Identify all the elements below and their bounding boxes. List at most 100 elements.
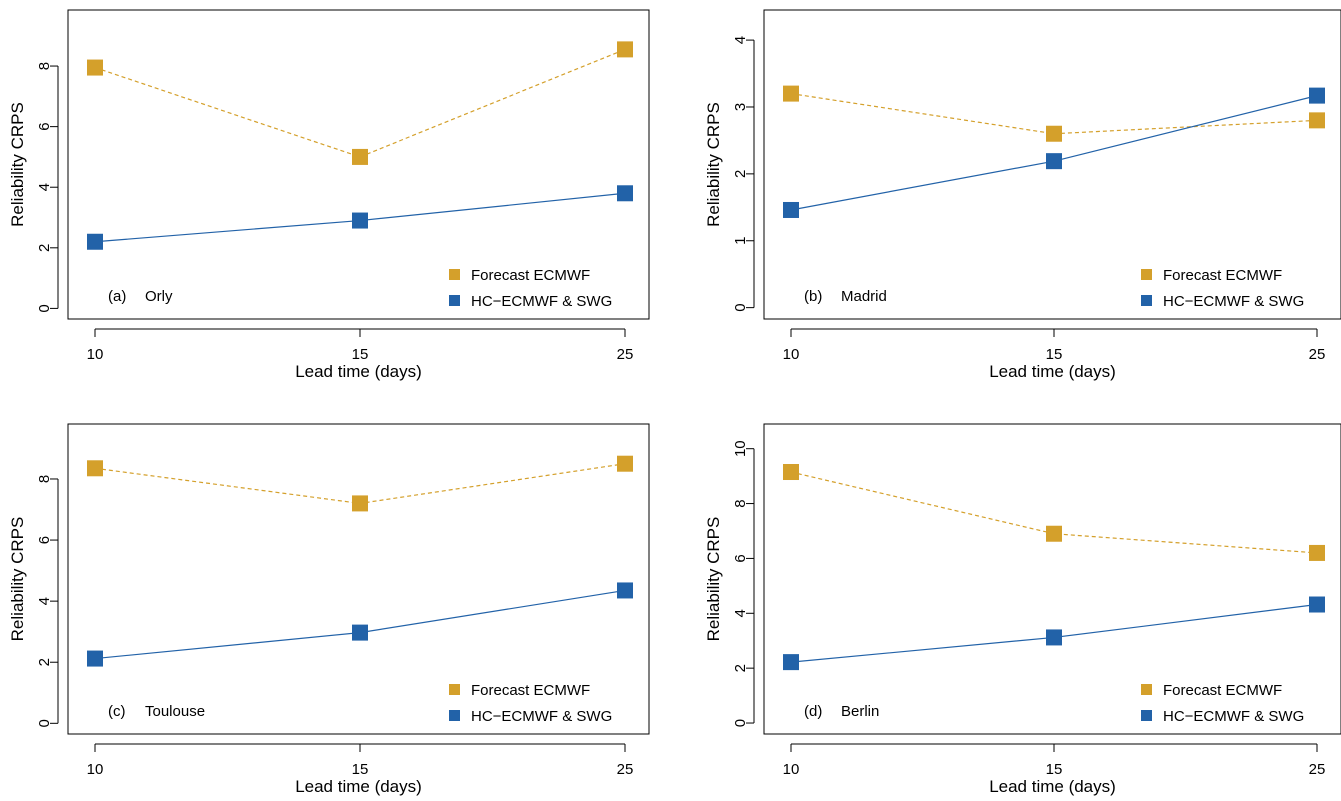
y-tick-label: 8: [36, 62, 53, 70]
data-point-forecast: [617, 455, 633, 472]
data-point-hindcast: [87, 650, 103, 667]
y-axis-title: Reliability CRPS: [704, 102, 723, 227]
plot-frame: [67, 423, 650, 735]
panel-label: (b): [804, 288, 822, 305]
x-tick-label: 10: [783, 761, 800, 778]
x-tick-label: 15: [352, 346, 369, 363]
station-label: Berlin: [841, 703, 879, 720]
data-point-hindcast: [1046, 629, 1062, 646]
y-tick-label: 8: [732, 499, 749, 507]
legend-label: HC−ECMWF & SWG: [471, 708, 612, 725]
y-tick-label: 2: [732, 170, 749, 178]
data-point-hindcast: [352, 212, 368, 229]
data-point-forecast: [352, 148, 368, 165]
series-line-hindcast: [790, 95, 1318, 211]
legend-swatch: [449, 684, 460, 695]
panel-label: (d): [804, 703, 822, 720]
y-axis-title: Reliability CRPS: [704, 517, 723, 642]
x-axis-title: Lead time (days): [989, 362, 1116, 381]
y-tick-label: 0: [732, 719, 749, 727]
plot-frame: [67, 9, 650, 320]
series-line-hindcast: [94, 589, 626, 660]
legend-swatch: [1141, 269, 1152, 280]
x-tick-label: 25: [1309, 346, 1326, 363]
x-axis-title: Lead time (days): [295, 362, 422, 381]
x-tick-label: 25: [617, 346, 634, 363]
series-line-forecast: [94, 48, 626, 158]
legend-swatch: [1141, 684, 1152, 695]
x-axis-title: Lead time (days): [989, 777, 1116, 796]
legend-label: HC−ECMWF & SWG: [471, 293, 612, 310]
chart-panel-2: 0 1 2 3 4 10 15 25 Lead time (days) Reliability C…: [704, 9, 1341, 381]
legend-swatch: [1141, 295, 1152, 306]
x-axis-title: Lead time (days): [295, 777, 422, 796]
data-point-forecast: [87, 59, 103, 76]
y-tick-label: 0: [732, 303, 749, 311]
legend-swatch: [449, 295, 460, 306]
station-label: Madrid: [841, 288, 887, 305]
x-tick-label: 10: [783, 346, 800, 363]
data-point-forecast: [1046, 525, 1062, 542]
x-tick-label: 15: [1046, 761, 1063, 778]
x-tick-label: 25: [1309, 761, 1326, 778]
y-tick-label: 1: [732, 237, 749, 245]
y-tick-label: 6: [732, 554, 749, 562]
panel-label: (c): [108, 703, 126, 720]
legend-label: HC−ECMWF & SWG: [1163, 708, 1304, 725]
data-point-forecast: [352, 495, 368, 512]
data-point-hindcast: [617, 185, 633, 202]
data-point-forecast: [87, 460, 103, 477]
x-tick-label: 15: [1046, 346, 1063, 363]
y-tick-label: 4: [36, 183, 53, 191]
data-point-hindcast: [783, 654, 799, 671]
data-point-hindcast: [783, 201, 799, 218]
chart-panel-3: 0 2 4 6 8 10 15 25 Lead time (days) Reliability C…: [8, 423, 650, 796]
y-tick-label: 6: [36, 536, 53, 544]
data-point-hindcast: [352, 624, 368, 641]
y-tick-label: 2: [732, 664, 749, 672]
legend-label: Forecast ECMWF: [1163, 267, 1282, 284]
data-point-forecast: [783, 464, 799, 481]
data-point-hindcast: [1309, 596, 1325, 613]
data-point-hindcast: [87, 233, 103, 250]
x-tick-label: 15: [352, 761, 369, 778]
data-point-forecast: [617, 41, 633, 58]
y-tick-label: 6: [36, 122, 53, 130]
data-point-hindcast: [1046, 153, 1062, 170]
legend-swatch: [449, 269, 460, 280]
y-tick-label: 3: [732, 103, 749, 111]
station-label: Toulouse: [145, 703, 205, 720]
y-tick-label: 4: [36, 597, 53, 605]
data-point-forecast: [1046, 125, 1062, 142]
y-tick-label: 10: [732, 440, 749, 457]
plot-frame: [763, 9, 1341, 320]
x-tick-label: 25: [617, 761, 634, 778]
plot-frame: [763, 423, 1341, 735]
y-tick-label: 8: [36, 475, 53, 483]
chart-panel-4: 0 2 4 6 8 10 10 15 25 Lead time (days) Reliability…: [704, 423, 1341, 796]
legend-label: Forecast ECMWF: [1163, 682, 1282, 699]
data-point-forecast: [1309, 112, 1325, 129]
y-axis-title: Reliability CRPS: [8, 517, 27, 642]
panel-label: (a): [108, 288, 126, 305]
y-tick-label: 0: [36, 304, 53, 312]
data-point-forecast: [783, 85, 799, 102]
chart-panel-1: 0 2 4 6 8 10 15 25 Lead time (days) Reliability C…: [8, 9, 650, 381]
y-tick-label: 2: [36, 658, 53, 666]
station-label: Orly: [145, 288, 173, 305]
legend-label: Forecast ECMWF: [471, 682, 590, 699]
data-point-forecast: [1309, 544, 1325, 561]
legend-swatch: [449, 710, 460, 721]
y-tick-label: 4: [732, 609, 749, 617]
data-point-hindcast: [617, 582, 633, 599]
x-tick-label: 10: [87, 761, 104, 778]
y-axis-title: Reliability CRPS: [8, 102, 27, 227]
y-tick-label: 0: [36, 719, 53, 727]
y-tick-label: 4: [732, 36, 749, 44]
x-tick-label: 10: [87, 346, 104, 363]
legend-label: Forecast ECMWF: [471, 267, 590, 284]
legend-swatch: [1141, 710, 1152, 721]
data-point-hindcast: [1309, 87, 1325, 104]
legend-label: HC−ECMWF & SWG: [1163, 293, 1304, 310]
